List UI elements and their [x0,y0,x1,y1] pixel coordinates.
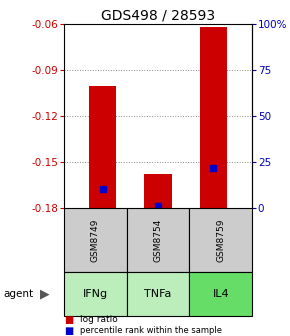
Text: IFNg: IFNg [83,289,108,299]
Text: percentile rank within the sample: percentile rank within the sample [80,327,222,335]
Text: IL4: IL4 [213,289,229,299]
Text: agent: agent [3,289,33,299]
Text: GSM8754: GSM8754 [153,218,163,262]
Text: ■: ■ [64,326,73,336]
Text: ▶: ▶ [40,288,50,300]
Text: ■: ■ [64,315,73,325]
Text: log ratio: log ratio [80,316,117,324]
Text: GSM8759: GSM8759 [216,218,225,262]
Bar [89,86,117,208]
Bar [200,27,227,208]
Text: GSM8749: GSM8749 [91,218,100,262]
Title: GDS498 / 28593: GDS498 / 28593 [101,8,215,23]
Bar [144,174,172,208]
Text: TNFa: TNFa [144,289,172,299]
